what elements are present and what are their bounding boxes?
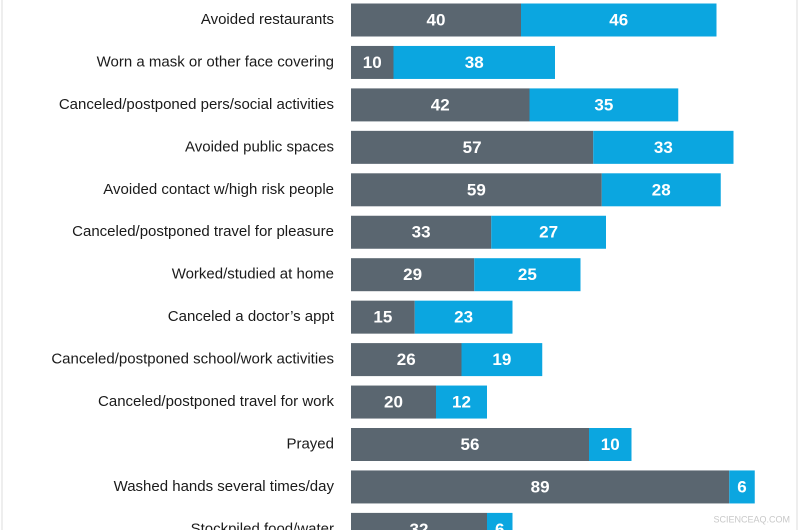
category-label: Avoided public spaces <box>185 138 334 155</box>
category-label: Worn a mask or other face covering <box>97 53 334 70</box>
value-label: 56 <box>461 435 480 454</box>
value-label: 15 <box>373 308 392 327</box>
bar-segment <box>414 300 513 334</box>
value-label: 10 <box>363 53 382 72</box>
bar-segment <box>351 258 475 292</box>
category-label: Stockpiled food/water <box>191 520 334 530</box>
bar-segment <box>487 512 513 530</box>
value-label: 27 <box>539 223 558 242</box>
category-label: Washed hands several times/day <box>114 478 335 495</box>
value-label: 59 <box>467 180 486 199</box>
value-label: 40 <box>427 10 446 29</box>
value-label: 26 <box>397 350 416 369</box>
bar-segment <box>351 130 594 164</box>
value-label: 25 <box>518 265 537 284</box>
category-label: Prayed <box>286 435 334 452</box>
value-label: 29 <box>403 265 422 284</box>
watermark: SCIENCEAQ.COM <box>713 514 790 524</box>
bar-segment <box>436 385 487 419</box>
category-label: Avoided restaurants <box>201 11 334 28</box>
value-label: 38 <box>465 53 484 72</box>
bar-segment <box>351 173 602 207</box>
category-label: Canceled a doctor’s appt <box>168 308 335 325</box>
value-label: 23 <box>454 308 473 327</box>
bar-segment <box>461 343 543 377</box>
bar-segment <box>351 470 730 504</box>
bar-segment <box>351 428 589 461</box>
value-label: 46 <box>609 10 628 29</box>
bar-segment <box>393 45 555 79</box>
category-label: Canceled/postponed travel for work <box>98 393 334 410</box>
category-label: Avoided contact w/high risk people <box>103 181 334 198</box>
value-label: 6 <box>495 520 504 530</box>
value-label: 33 <box>412 223 431 242</box>
value-label: 57 <box>463 138 482 157</box>
value-label: 20 <box>384 393 403 412</box>
bar-segment <box>474 258 581 292</box>
bar-segment <box>351 88 530 122</box>
value-label: 28 <box>652 180 671 199</box>
bar-segment <box>351 385 436 419</box>
bar-segment <box>589 428 632 461</box>
category-label: Canceled/postponed pers/social activitie… <box>59 96 334 113</box>
bar-segment <box>351 343 462 377</box>
value-label: 33 <box>654 138 673 157</box>
value-label: 35 <box>594 95 613 114</box>
bar-segment <box>521 3 717 37</box>
value-label: 32 <box>410 520 429 530</box>
bar-segment <box>491 215 606 249</box>
category-label: Canceled/postponed school/work activitie… <box>51 351 334 368</box>
bar-segment <box>351 45 394 79</box>
bar-segment <box>593 130 734 164</box>
category-label: Canceled/postponed travel for pleasure <box>72 223 334 240</box>
bar-segment <box>351 215 492 249</box>
value-label: 6 <box>737 477 746 496</box>
value-label: 10 <box>601 435 620 454</box>
value-label: 89 <box>531 477 550 496</box>
bar-segment <box>529 88 679 122</box>
value-label: 12 <box>452 393 471 412</box>
bar-segment <box>729 470 755 504</box>
value-label: 42 <box>431 95 450 114</box>
bar-segment <box>351 512 487 530</box>
bar-segment <box>601 173 721 207</box>
bar-segment <box>351 3 521 37</box>
value-label: 19 <box>492 350 511 369</box>
bar-segment <box>351 300 415 334</box>
category-label: Worked/studied at home <box>172 266 334 283</box>
